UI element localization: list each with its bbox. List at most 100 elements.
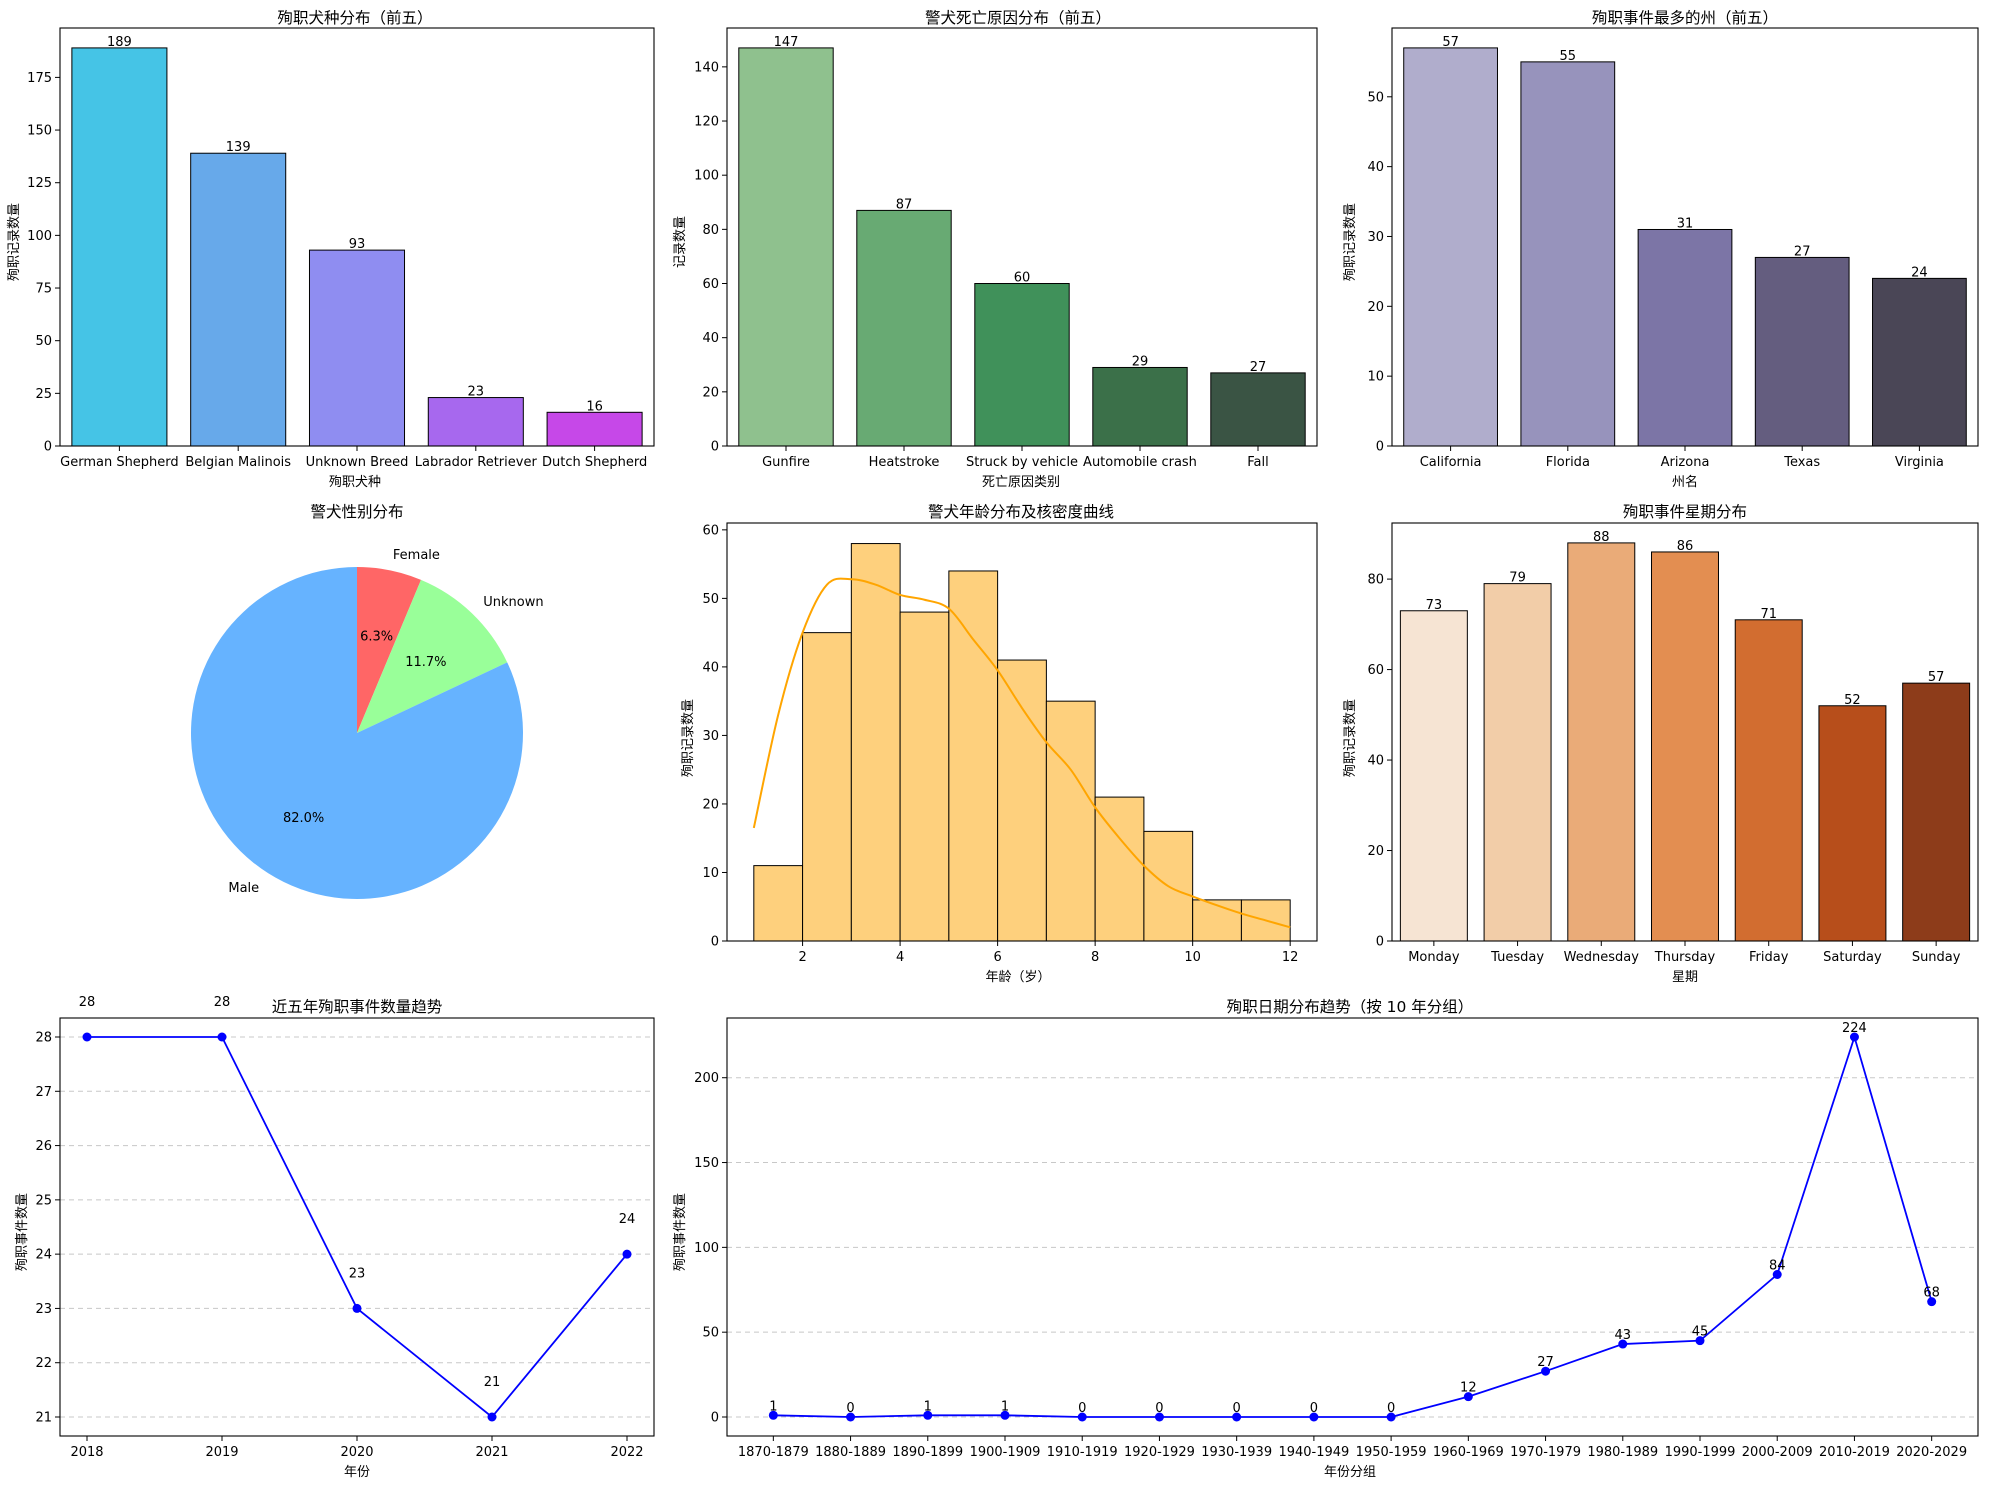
chart-breed-ylabel: 殉职记录数量 bbox=[7, 203, 22, 281]
chart-recent-plot: 21 22 23 24 25 26 27 28 28 2018 28 2019 23 2020 21 2021… bbox=[35, 995, 655, 1460]
chart-weekday-ylabel: 殉职记录数量 bbox=[1343, 699, 1358, 777]
pie-slice-unknown bbox=[357, 579, 508, 733]
state-ytick-label: 10 bbox=[1367, 370, 1384, 385]
breed-xtick-label: Belgian Malinois bbox=[185, 455, 291, 470]
breed-ytick-label: 50 bbox=[35, 334, 52, 349]
chart-weekday: 殉职事件星期分布 星期 殉职记录数量 bbox=[1343, 503, 1747, 985]
weekday-xtick-label: Friday bbox=[1749, 950, 1789, 965]
decade-xtick-label: 1960-1969 bbox=[1433, 1445, 1504, 1460]
weekday-bar-value: 86 bbox=[1677, 539, 1694, 554]
weekday-bar-value: 57 bbox=[1928, 670, 1945, 685]
recent-point-value: 24 bbox=[619, 1212, 636, 1227]
decade-point bbox=[1695, 1336, 1705, 1346]
weekday-ytick-label: 40 bbox=[1367, 754, 1384, 769]
recent-axes-frame bbox=[59, 1017, 655, 1437]
breed-axes-frame bbox=[59, 27, 655, 447]
chart-cause-ylabel: 记录数量 bbox=[673, 216, 688, 268]
age-ytick-label: 50 bbox=[702, 592, 719, 607]
recent-ytick-label: 26 bbox=[35, 1139, 52, 1154]
decade-xtick-label: 2000-2009 bbox=[1742, 1445, 1813, 1460]
state-xtick-label: California bbox=[1420, 455, 1482, 470]
weekday-bar-value: 71 bbox=[1760, 607, 1777, 622]
chart-state: 殉职事件最多的州（前五） 州名 殉职记录数量 bbox=[1343, 9, 1778, 490]
age-ytick-label: 20 bbox=[702, 797, 719, 812]
state-bar-value: 27 bbox=[1794, 244, 1811, 259]
pie-percent: 82.0% bbox=[283, 811, 324, 826]
chart-state-title: 殉职事件最多的州（前五） bbox=[1592, 9, 1778, 27]
decade-point-value: 0 bbox=[1078, 1401, 1086, 1416]
decade-point bbox=[1154, 1412, 1164, 1422]
recent-ytick-label: 27 bbox=[35, 1085, 52, 1100]
state-bar bbox=[1637, 228, 1733, 447]
decade-point bbox=[768, 1410, 778, 1420]
decade-xtick-label: 1890-1899 bbox=[892, 1445, 963, 1460]
age-ytick-label: 0 bbox=[711, 935, 719, 950]
cause-ytick-label: 100 bbox=[694, 169, 719, 184]
weekday-xtick-label: Thursday bbox=[1654, 950, 1716, 965]
decade-ytick-label: 50 bbox=[702, 1326, 719, 1341]
cause-bar-value: 147 bbox=[774, 35, 799, 50]
cause-ytick-label: 140 bbox=[694, 60, 719, 75]
recent-ytick-label: 22 bbox=[35, 1356, 52, 1371]
decade-ytick-label: 200 bbox=[694, 1071, 719, 1086]
state-xtick-label: Arizona bbox=[1661, 455, 1710, 470]
decade-axes-frame bbox=[726, 1017, 1979, 1437]
weekday-ytick-label: 60 bbox=[1367, 663, 1384, 678]
age-xtick-label: 4 bbox=[896, 950, 904, 965]
state-ytick-label: 50 bbox=[1367, 90, 1384, 105]
weekday-bar bbox=[1651, 551, 1719, 942]
cause-bar-value: 60 bbox=[1014, 271, 1031, 286]
decade-series-line bbox=[773, 1033, 1933, 1418]
decade-ytick-label: 150 bbox=[694, 1156, 719, 1171]
decade-point bbox=[1309, 1412, 1319, 1422]
chart-weekday-xlabel: 星期 bbox=[1672, 970, 1698, 985]
weekday-xtick-label: Tuesday bbox=[1490, 950, 1544, 965]
decade-point bbox=[1232, 1412, 1242, 1422]
state-bar-value: 31 bbox=[1677, 216, 1694, 231]
cause-ytick-label: 0 bbox=[711, 440, 719, 455]
state-bar-value: 55 bbox=[1560, 49, 1577, 64]
decade-point bbox=[846, 1412, 856, 1422]
age-hist-bar bbox=[997, 659, 1047, 942]
state-xtick-label: Florida bbox=[1546, 455, 1590, 470]
breed-bar bbox=[546, 411, 643, 447]
cause-xtick-label: Struck by vehicle bbox=[966, 455, 1078, 470]
decade-xtick-label: 1940-1949 bbox=[1278, 1445, 1349, 1460]
chart-decade-xlabel: 年份分组 bbox=[1324, 1465, 1376, 1480]
cause-bar bbox=[1210, 372, 1306, 447]
cause-bar-value: 29 bbox=[1132, 354, 1149, 369]
age-hist-bar bbox=[802, 632, 852, 942]
recent-xtick-label: 2021 bbox=[475, 1445, 508, 1460]
chart-age-title: 警犬年龄分布及核密度曲线 bbox=[928, 503, 1114, 521]
breed-bar-value: 189 bbox=[107, 35, 132, 50]
recent-ytick-label: 21 bbox=[35, 1411, 52, 1426]
age-xtick-label: 12 bbox=[1282, 950, 1299, 965]
decade-point-value: 84 bbox=[1769, 1259, 1786, 1274]
chart-gender: 警犬性别分布 bbox=[310, 503, 403, 521]
age-hist-bar bbox=[1045, 700, 1096, 942]
pie-slice-female bbox=[357, 567, 422, 733]
decade-xtick-label: 2020-2029 bbox=[1896, 1445, 1967, 1460]
decade-point bbox=[1927, 1297, 1937, 1307]
state-ytick-label: 20 bbox=[1367, 300, 1384, 315]
weekday-ytick-label: 80 bbox=[1367, 573, 1384, 588]
weekday-axes-frame bbox=[1391, 522, 1979, 942]
decade-xtick-label: 1950-1959 bbox=[1356, 1445, 1427, 1460]
chart-age-ylabel: 殉职记录数量 bbox=[681, 699, 696, 777]
recent-ytick-label: 25 bbox=[35, 1193, 52, 1208]
decade-point-value: 0 bbox=[1233, 1401, 1241, 1416]
state-ytick-label: 40 bbox=[1367, 160, 1384, 175]
chart-decade-ylabel: 殉职事件数量 bbox=[673, 1193, 688, 1271]
age-hist-bar bbox=[899, 611, 950, 942]
age-ytick-label: 10 bbox=[702, 866, 719, 881]
weekday-bar bbox=[1483, 583, 1552, 942]
cause-bar-value: 87 bbox=[896, 197, 913, 212]
state-bar-value: 57 bbox=[1442, 35, 1459, 50]
age-xtick-label: 10 bbox=[1184, 950, 1201, 965]
chart-decade-title: 殉职日期分布趋势（按 10 年分组） bbox=[1227, 998, 1474, 1016]
chart-cause-title: 警犬死亡原因分布（前五） bbox=[925, 9, 1111, 27]
age-xtick-label: 6 bbox=[993, 950, 1001, 965]
cause-ytick-label: 60 bbox=[702, 277, 719, 292]
cause-bar bbox=[974, 283, 1070, 447]
